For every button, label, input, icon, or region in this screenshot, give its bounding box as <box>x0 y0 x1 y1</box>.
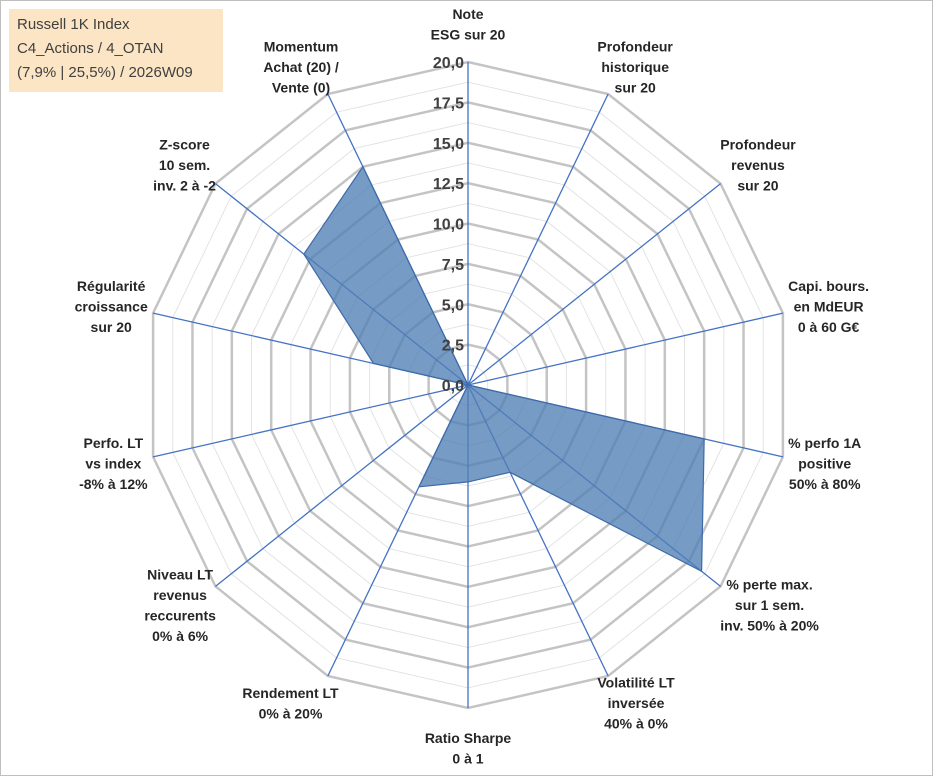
axis-spoke <box>152 384 469 458</box>
tick-label: 20,0 <box>433 55 464 72</box>
tick-labels: 0,0 2,5 5,0 7,5 10,0 12,5 15,0 17,5 20,0 <box>433 55 464 395</box>
tick-label: 0,0 <box>442 378 464 395</box>
tick-label: 12,5 <box>433 176 464 193</box>
legend-line-3: (7,9% | 25,5%) / 2026W09 <box>17 64 193 81</box>
axis-label: Profondeur historique sur 20 <box>597 38 673 95</box>
axis-label: % perte max. sur 1 sem. inv. 50% à 20% <box>720 577 819 634</box>
tick-label: 2,5 <box>442 338 464 355</box>
axis-spoke <box>467 183 721 386</box>
axis-spoke <box>215 384 469 587</box>
axis-spoke <box>467 312 784 386</box>
legend-box: Russell 1K Index C4_Actions / 4_OTAN (7,… <box>9 9 223 92</box>
axis-label: Note ESG sur 20 <box>431 6 506 43</box>
axis-label: Momentum Achat (20) / Vente (0) <box>263 38 339 95</box>
axis-label: Volatilité LT inversée 40% à 0% <box>597 675 675 732</box>
tick-label: 10,0 <box>433 217 464 234</box>
legend-line-1: Russell 1K Index <box>17 16 130 33</box>
tick-label: 5,0 <box>442 297 464 314</box>
axis-label: Capi. bours. en MdEUR 0 à 60 G€ <box>788 278 869 335</box>
legend-line-2: C4_Actions / 4_OTAN <box>17 40 164 57</box>
tick-label: 17,5 <box>433 95 464 112</box>
axis-label: Perfo. LT vs index -8% à 12% <box>79 435 148 492</box>
axis-label: Ratio Sharpe 0 à 1 <box>425 730 512 767</box>
tick-label: 7,5 <box>442 257 464 274</box>
axis-label: Profondeur revenus sur 20 <box>720 136 796 193</box>
axis-label: Z-score 10 sem. inv. 2 à -2 <box>153 136 216 193</box>
axis-spoke <box>467 93 609 386</box>
axis-label: Régularité croissance sur 20 <box>75 278 148 335</box>
axis-labels: Note ESG sur 20 Profondeur historique sur 20… <box>75 6 869 767</box>
axis-label: % perfo 1A positive 50% à 80% <box>788 435 861 492</box>
axis-label: Rendement LT 0% à 20% <box>242 685 339 722</box>
axis-label: Niveau LT revenus reccurents 0% à 6% <box>144 566 216 644</box>
series-area <box>303 165 705 573</box>
series-area-group <box>303 165 705 573</box>
tick-label: 15,0 <box>433 136 464 153</box>
